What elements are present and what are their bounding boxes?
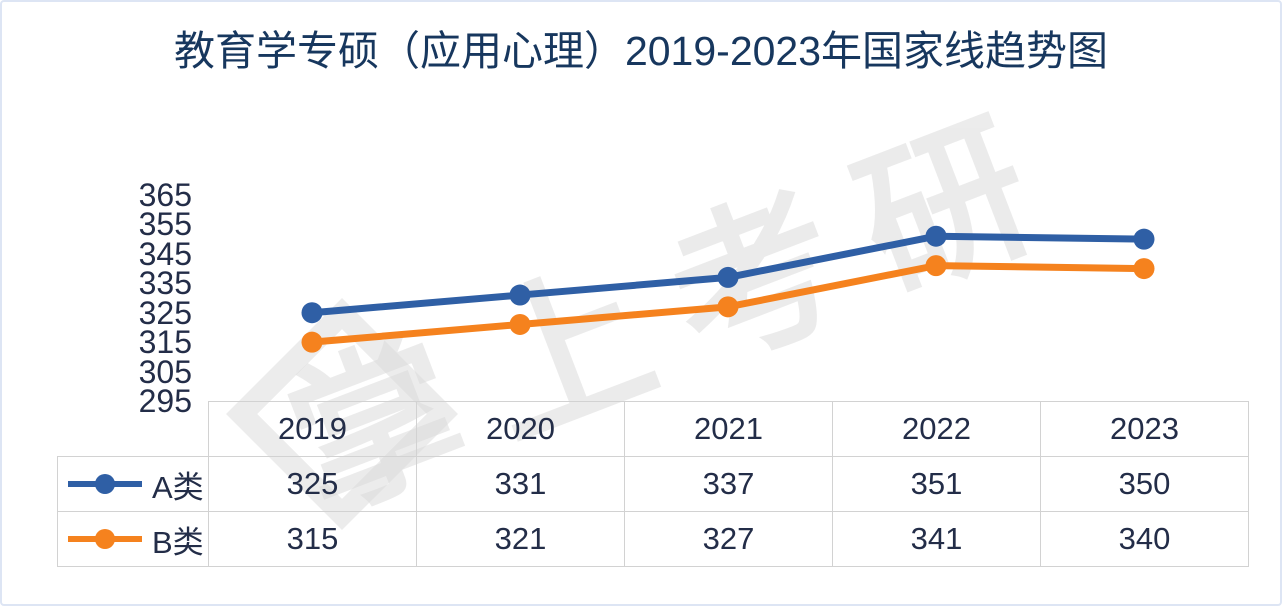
data-point-B类-2021 (717, 296, 739, 318)
y-axis-tick-label: 365 (138, 177, 192, 213)
data-point-A类-2022 (925, 225, 947, 247)
data-point-B类-2019 (301, 331, 323, 353)
table-corner-blank (58, 402, 209, 457)
legend-cell: B类 (57, 511, 209, 567)
value-cell: 327 (624, 511, 833, 567)
data-point-B类-2022 (925, 255, 947, 277)
y-axis: 365 355 345 335 325 315 305 295 (2, 2, 202, 604)
legend-entry: A类 (58, 462, 208, 507)
value-cell: 351 (832, 456, 1041, 512)
data-point-B类-2023 (1133, 258, 1155, 280)
series-marker-icon (68, 474, 142, 494)
y-axis-tick-label: 305 (138, 353, 192, 390)
year-header-cell: 2022 (832, 401, 1041, 457)
series-marker-icon (68, 529, 142, 549)
chart-title: 教育学专硕（应用心理）2019-2023年国家线趋势图 (173, 28, 1109, 74)
value-cell: 341 (832, 511, 1041, 567)
value-cell: 340 (1040, 511, 1249, 567)
year-header-cell: 2019 (208, 401, 417, 457)
year-header-cell: 2020 (416, 401, 625, 457)
value-cell: 337 (624, 456, 833, 512)
year-header-cell: 2023 (1040, 401, 1249, 457)
table-row: B类 315 321 327 341 340 (57, 511, 1249, 567)
y-axis-tick-label: 295 (138, 383, 192, 419)
data-point-A类-2020 (509, 284, 531, 306)
data-point-A类-2019 (301, 302, 323, 324)
y-axis-tick-label: 325 (138, 294, 192, 331)
value-cell: 331 (416, 456, 625, 512)
y-axis-tick-label: 335 (138, 265, 192, 302)
value-cell: 325 (208, 456, 417, 512)
legend-entry: B类 (58, 517, 208, 562)
data-table: 2019 2020 2021 2022 2023 A类 325 331 337 351 350 B类 3… (57, 401, 1249, 567)
value-cell: 315 (208, 511, 417, 567)
y-axis-tick-label: 355 (138, 206, 192, 243)
y-axis-tick-label: 345 (138, 235, 192, 272)
value-cell: 350 (1040, 456, 1249, 512)
series-name-label: B类 (152, 524, 204, 560)
legend-cell: A类 (57, 456, 209, 512)
value-cell: 321 (416, 511, 625, 567)
year-header-cell: 2021 (624, 401, 833, 457)
data-point-A类-2023 (1133, 228, 1155, 250)
data-point-B类-2020 (509, 313, 531, 335)
series-name-label: A类 (152, 469, 204, 505)
table-header-row: 2019 2020 2021 2022 2023 (58, 401, 1249, 457)
data-point-A类-2021 (717, 266, 739, 288)
y-axis-tick-label: 315 (138, 324, 192, 361)
table-row: A类 325 331 337 351 350 (57, 456, 1249, 512)
